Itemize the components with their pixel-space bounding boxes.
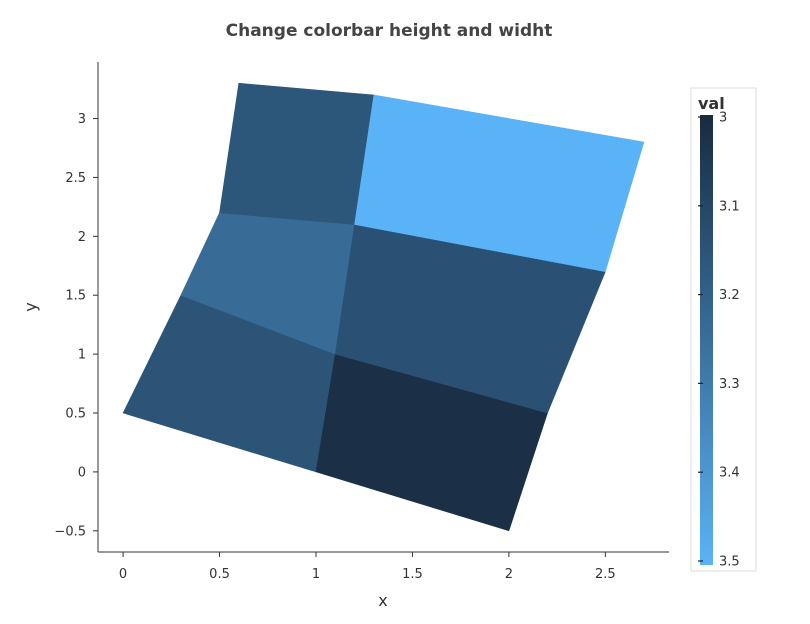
x-tick-label: 0.5 xyxy=(209,567,230,582)
colorbar-ticks: 3 3.1 3.2 3.3 3.4 3.5 xyxy=(698,111,740,570)
y-tick-label: −0.5 xyxy=(54,524,86,539)
colorbar-tick-label: 3.4 xyxy=(719,466,740,481)
y-tick-label: 2.5 xyxy=(65,171,86,186)
mesh-cell xyxy=(354,94,645,273)
y-tick-label: 1 xyxy=(78,348,86,363)
x-tick-label: 2.5 xyxy=(595,567,616,582)
y-tick-label: 0 xyxy=(78,465,86,480)
y-tick-label: 2 xyxy=(78,230,86,245)
y-ticks: −0.5 0 0.5 1 1.5 2 2.5 3 xyxy=(54,112,98,539)
y-tick-label: 3 xyxy=(78,112,86,127)
x-tick-label: 1.5 xyxy=(402,567,423,582)
colorbar-title: val xyxy=(698,94,725,113)
y-tick-label: 1.5 xyxy=(65,289,86,304)
colorbar-tick-label: 3.2 xyxy=(719,288,740,303)
mesh-cell xyxy=(219,82,375,225)
colorbar-tick-label: 3 xyxy=(719,111,727,126)
x-ticks: 0 0.5 1 1.5 2 2.5 xyxy=(119,552,616,582)
y-tick-label: 0.5 xyxy=(65,407,86,422)
colorbar-tick-label: 3.3 xyxy=(719,377,740,392)
x-tick-label: 0 xyxy=(119,567,127,582)
colorbar-tick-label: 3.5 xyxy=(719,555,740,570)
y-axis-title: y xyxy=(21,302,40,311)
colorbar-gradient xyxy=(700,115,713,565)
mesh-layer xyxy=(122,82,645,532)
colorbar: val 3 3.1 3.2 3.3 3.4 3.5 xyxy=(690,87,757,572)
colorbar-tick-label: 3.1 xyxy=(719,199,740,214)
axes-layer xyxy=(97,62,669,553)
x-axis-title: x xyxy=(378,591,387,610)
x-tick-label: 2 xyxy=(505,567,513,582)
chart-title: Change colorbar height and widht xyxy=(226,21,553,41)
x-tick-label: 1 xyxy=(312,567,320,582)
